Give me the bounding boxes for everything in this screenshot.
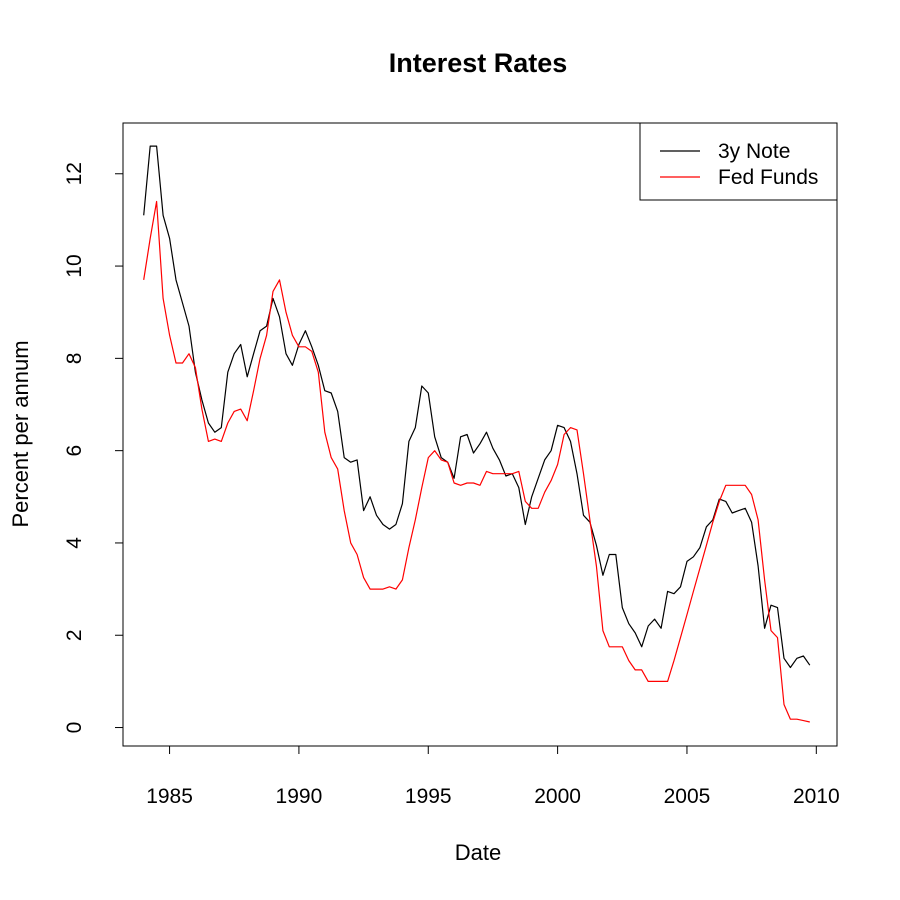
series-layer	[143, 145, 811, 723]
y-tick-label: 4	[63, 537, 86, 549]
y-tick-label: 8	[63, 353, 86, 365]
x-tick-label: 1985	[146, 785, 193, 808]
x-tick-label: 2010	[793, 785, 840, 808]
y-tick-label: 2	[63, 629, 86, 641]
series-line-3y-note	[143, 145, 811, 669]
x-tick-label: 1990	[276, 785, 323, 808]
y-axis-label: Percent per annum	[8, 340, 33, 527]
y-tick-label: 10	[63, 254, 86, 277]
y-tick-label: 12	[63, 162, 86, 185]
x-tick-label: 2000	[534, 785, 581, 808]
legend: 3y Note Fed Funds	[639, 122, 838, 201]
series-line-fed-funds	[143, 200, 810, 723]
x-tick-label: 1995	[405, 785, 452, 808]
x-tick-label: 2005	[664, 785, 711, 808]
legend-box	[639, 122, 838, 201]
y-tick-label: 0	[63, 722, 86, 734]
y-axis: 0 2 4 6 8 10 12	[63, 162, 124, 734]
legend-label-3y-note: 3y Note	[718, 140, 790, 163]
x-axis-label: Date	[455, 840, 501, 865]
x-axis: 1985 1990 1995 2000 2005 2010	[146, 745, 840, 808]
y-tick-label: 6	[63, 445, 86, 457]
legend-label-fed-funds: Fed Funds	[718, 166, 818, 189]
chart-title: Interest Rates	[389, 48, 568, 78]
